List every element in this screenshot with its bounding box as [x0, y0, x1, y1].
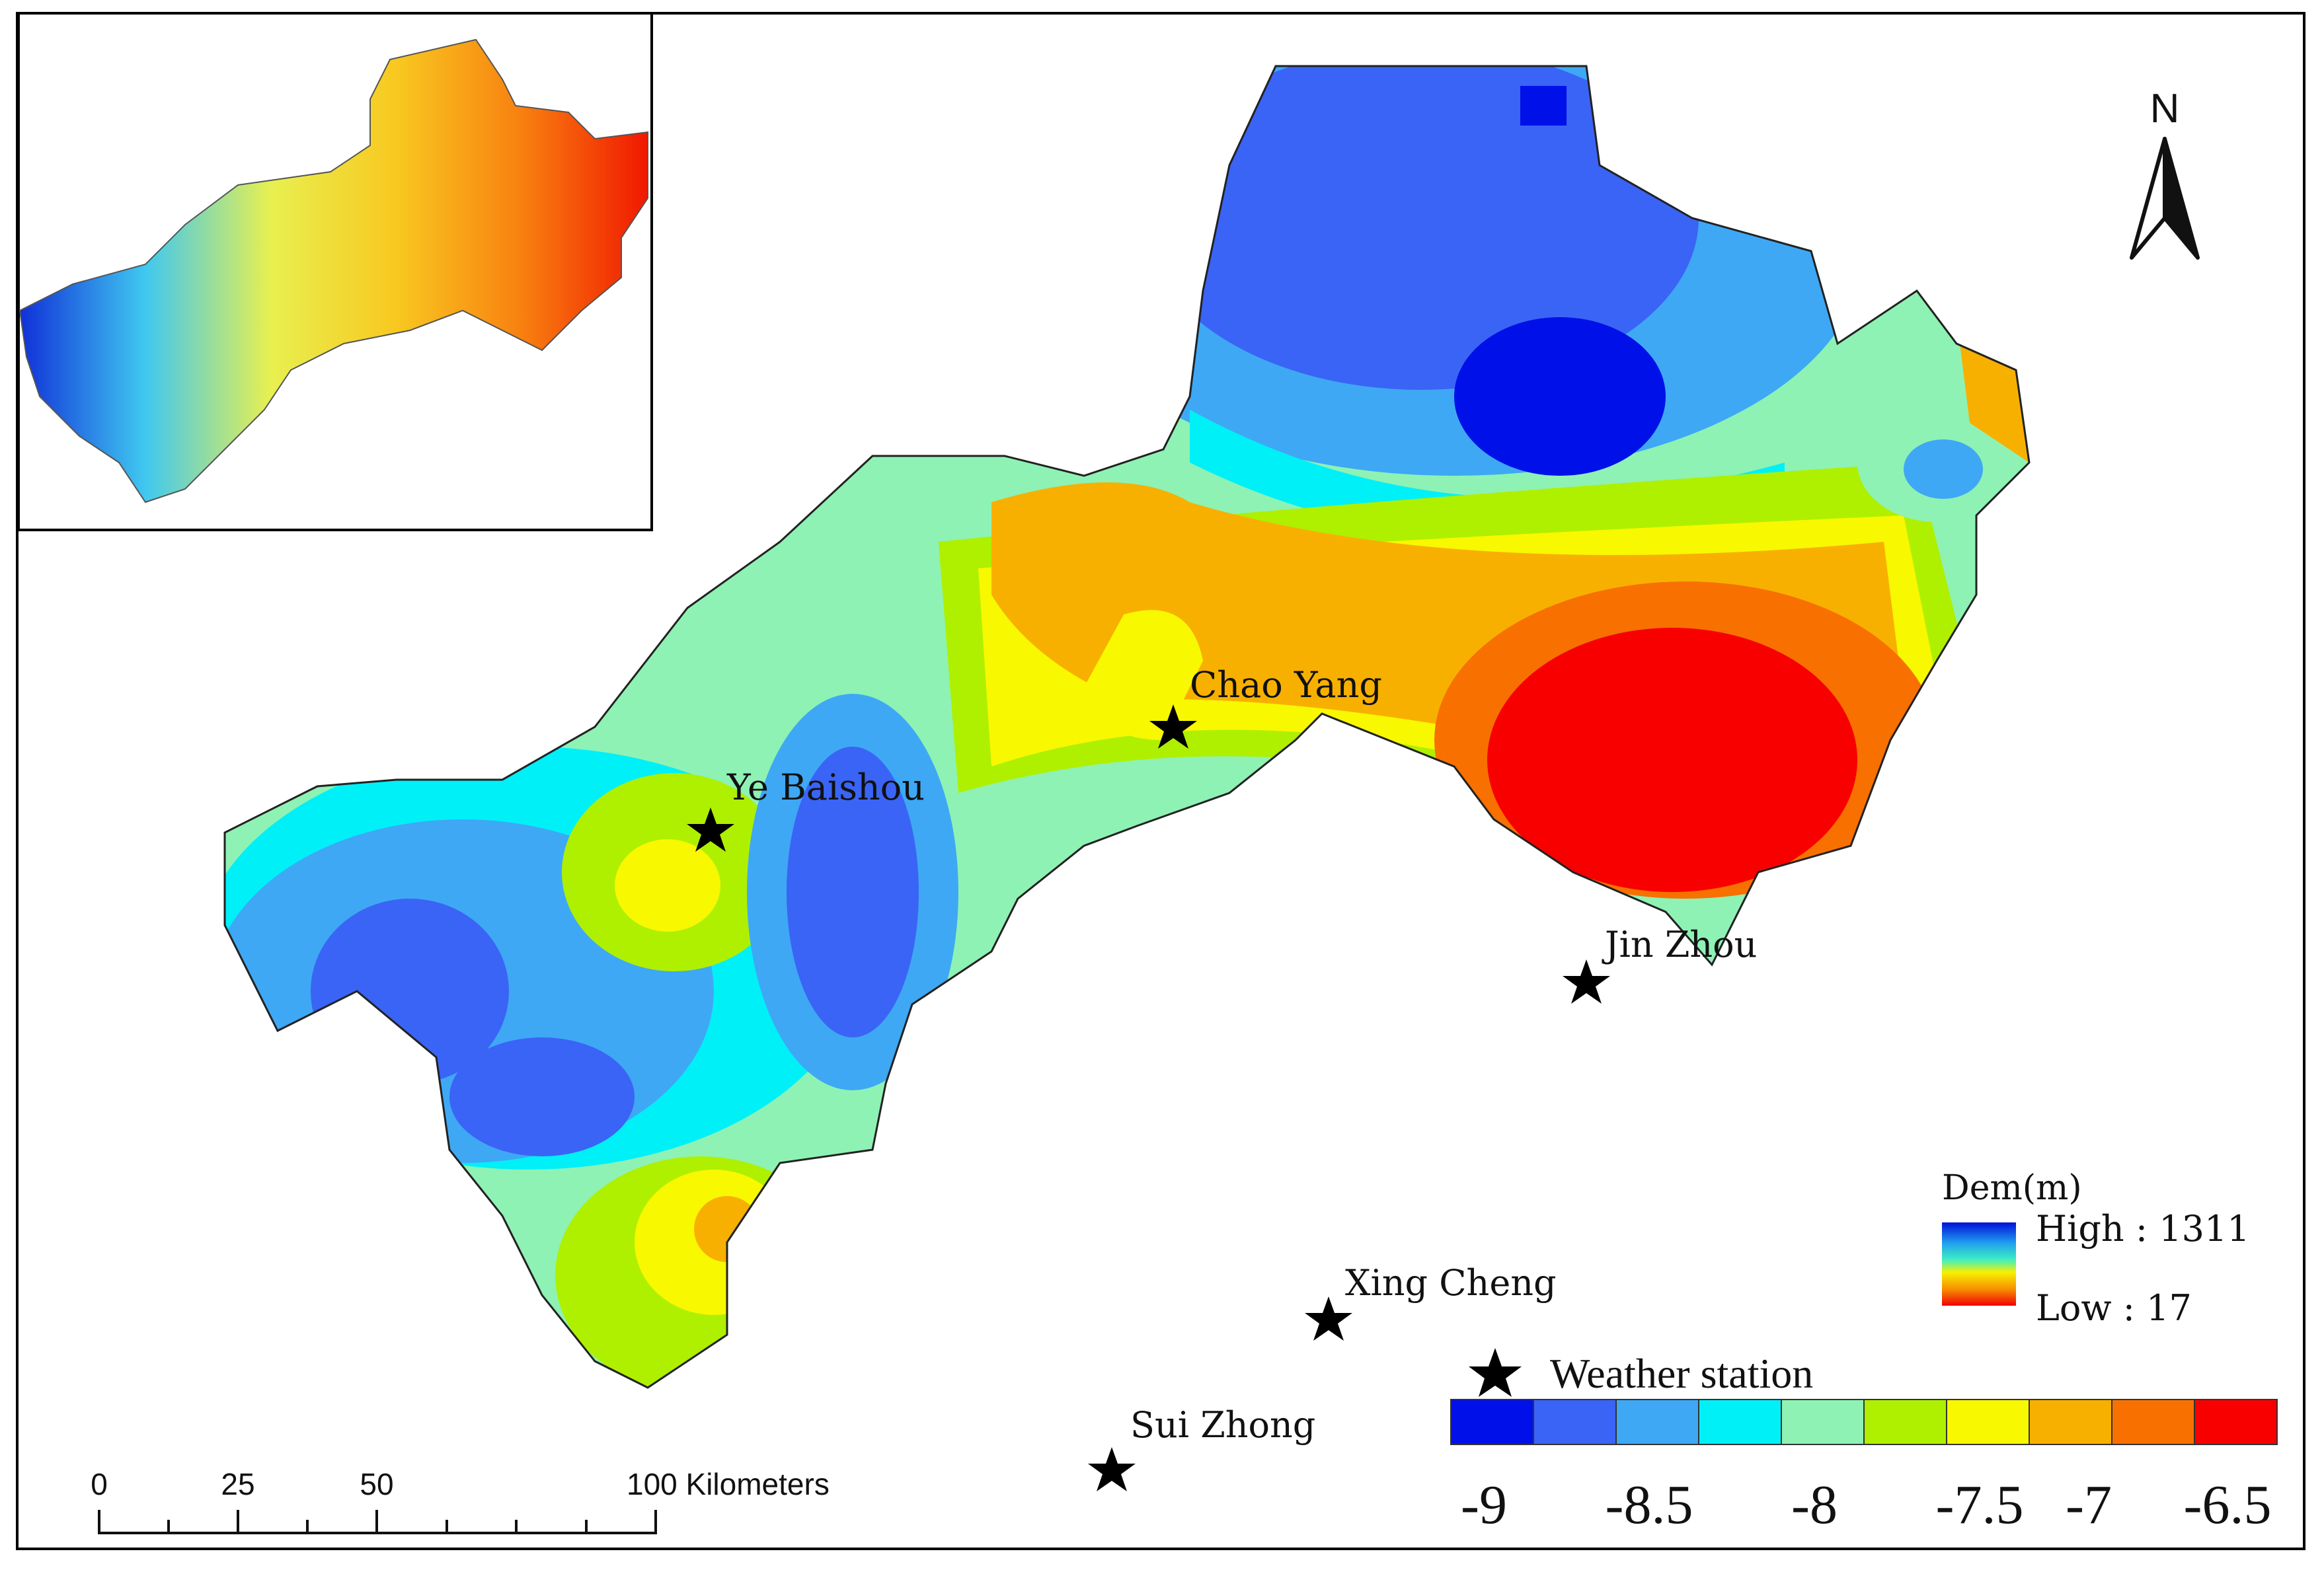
scale-tick-50: 50 [360, 1467, 393, 1501]
svg-text:N: N [2150, 86, 2180, 131]
station-ye-baishou: Ye Baishou [687, 766, 925, 852]
svg-text:High : 1311: High : 1311 [2036, 1208, 2250, 1250]
svg-text:Sui Zhong: Sui Zhong [1130, 1404, 1315, 1446]
legend-swatch [2194, 1399, 2278, 1445]
svg-text:Ye Baishou: Ye Baishou [726, 766, 925, 808]
station-star-icon [1469, 1348, 1522, 1397]
temperature-color-legend [1450, 1399, 2278, 1445]
legend-label: -7 [2066, 1474, 2112, 1536]
legend-label: -8.5 [1606, 1474, 1693, 1536]
legend-swatch [1863, 1399, 1947, 1445]
station-star-icon [1088, 1447, 1136, 1491]
svg-text:Chao Yang: Chao Yang [1190, 664, 1382, 706]
legend-swatch [1946, 1399, 2030, 1445]
legend-swatch [2029, 1399, 2112, 1445]
svg-text:Weather station: Weather station [1550, 1350, 1813, 1397]
inset-dem-map [17, 12, 653, 531]
station-sui-zhong: Sui Zhong [1088, 1404, 1315, 1491]
legend-swatch [1698, 1399, 1782, 1445]
legend-swatch [1450, 1399, 1534, 1445]
north-arrow: N [2130, 86, 2200, 260]
dem-legend: Dem(m) High : 1311 Low : 17 [1942, 1168, 2250, 1329]
svg-text:Xing Cheng: Xing Cheng [1345, 1262, 1557, 1304]
station-legend: Weather station [1469, 1348, 1813, 1397]
station-star-icon [687, 807, 734, 852]
svg-text:Dem(m): Dem(m) [1942, 1168, 2082, 1208]
svg-text:Low : 17: Low : 17 [2036, 1287, 2192, 1329]
legend-swatch [1533, 1399, 1617, 1445]
legend-label: -7.5 [1936, 1474, 2024, 1536]
station-chao-yang: Chao Yang [1149, 664, 1382, 749]
station-star-icon [1305, 1296, 1352, 1341]
station-star-icon [1149, 704, 1197, 749]
station-star-icon [1563, 959, 1610, 1004]
station-xing-cheng: Xing Cheng [1305, 1262, 1557, 1341]
legend-label: -6.5 [2184, 1474, 2272, 1536]
legend-label: -9 [1461, 1474, 1507, 1536]
legend-swatch [1781, 1399, 1865, 1445]
scale-tick-100: 100 Kilometers [627, 1467, 830, 1501]
legend-swatch [2111, 1399, 2195, 1445]
station-jin-zhou: Jin Zhou [1563, 924, 1757, 1004]
scale-tick-25: 25 [221, 1467, 254, 1501]
legend-label: -8 [1791, 1474, 1838, 1536]
legend-swatch [1615, 1399, 1699, 1445]
svg-text:Jin Zhou: Jin Zhou [1602, 924, 1757, 965]
scale-bar: 0 25 50 100 Kilometers [91, 1467, 830, 1534]
scale-tick-0: 0 [91, 1467, 108, 1501]
temperature-legend-labels: -9 -8.5 -8 -7.5 -7 -6.5 [1461, 1474, 2271, 1536]
